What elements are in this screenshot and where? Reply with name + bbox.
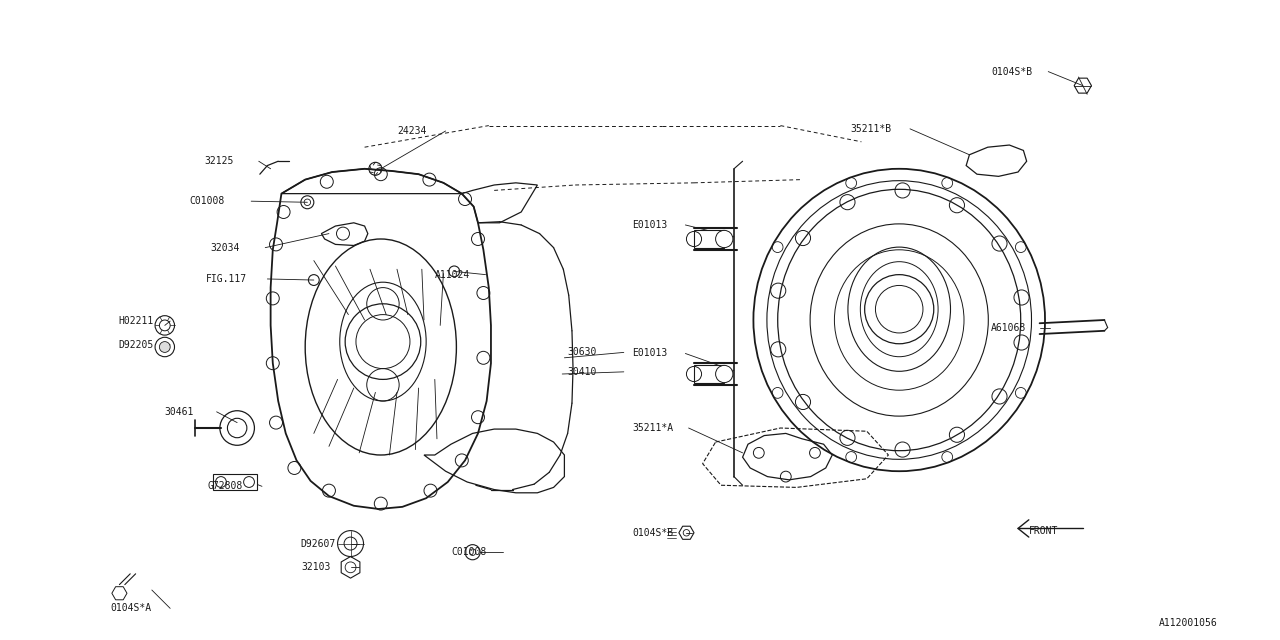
Text: E01013: E01013 [632,220,668,230]
Text: H02211: H02211 [118,316,154,326]
Text: 35211*A: 35211*A [632,423,673,433]
Text: C01008: C01008 [189,196,225,206]
Text: 30410: 30410 [567,367,596,377]
Text: G72808: G72808 [207,481,243,492]
Text: 32125: 32125 [205,156,234,166]
Text: 0104S*B: 0104S*B [991,67,1032,77]
Text: E01013: E01013 [632,349,668,358]
Bar [694,230,724,248]
Text: A112001056: A112001056 [1160,618,1217,628]
Text: A11024: A11024 [435,269,470,280]
Text: D92205: D92205 [118,340,154,350]
Text: 24234: 24234 [397,126,426,136]
Text: 30461: 30461 [165,407,195,417]
Text: D92607: D92607 [301,539,337,548]
Text: A61068: A61068 [991,323,1027,333]
Text: 32034: 32034 [210,243,239,253]
Circle shape [160,342,170,353]
Text: FIG.117: FIG.117 [206,274,247,284]
Circle shape [716,230,733,248]
Bar [214,474,256,490]
Text: 0104S*A: 0104S*A [111,604,152,613]
Text: 0104S*B: 0104S*B [632,528,673,538]
Text: C01008: C01008 [451,547,486,557]
Text: 32103: 32103 [301,563,330,572]
Text: 35211*B: 35211*B [851,124,892,134]
Circle shape [716,365,733,383]
Text: 30630: 30630 [567,348,596,357]
Bar [694,365,724,383]
Text: FRONT: FRONT [1029,525,1059,536]
